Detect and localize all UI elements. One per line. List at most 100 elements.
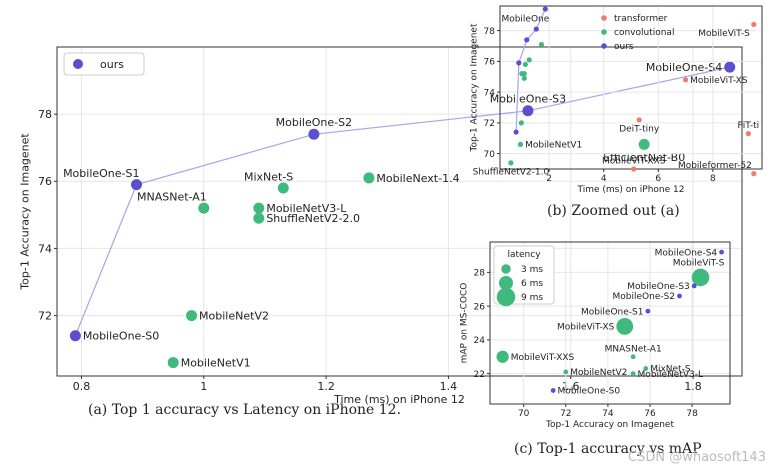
data-point-ours (308, 128, 320, 140)
data-point-transformer (682, 77, 689, 83)
data-point-convolutional (508, 160, 514, 166)
legend-label-ours: ours (100, 58, 124, 71)
legend-title: latency (507, 250, 541, 260)
x-tick-label: 76 (644, 409, 656, 419)
y-tick-label: 78 (484, 27, 496, 37)
point-label: MobileViT-XXS (602, 156, 666, 166)
x-tick-label: 8 (710, 174, 716, 184)
data-point-convolutional (253, 202, 265, 214)
point-label: MobileNetV2 (570, 368, 627, 378)
point-label: MobileOne-S0 (83, 330, 159, 343)
data-point-transformer (636, 117, 642, 123)
data-point-transformer (631, 166, 637, 172)
point-label: MobileViT-S (673, 259, 725, 269)
point-label: MobileOne-S4 (655, 248, 718, 258)
x-tick-label: 78 (686, 409, 698, 419)
point-label: MNASNet-A1 (605, 344, 662, 354)
point-label: Mobileformer-52 (678, 161, 752, 171)
y-tick-label: 22 (474, 370, 485, 380)
data-point-convolutional (253, 212, 265, 224)
x-tick-label: 1 (200, 380, 207, 393)
legend-size-label: 6 ms (521, 279, 543, 289)
plot-frame (499, 5, 763, 170)
legend-marker-transformer (601, 15, 607, 21)
data-point-ours (533, 26, 539, 32)
y-tick-label: 74 (38, 242, 52, 255)
data-point-convolutional (616, 317, 634, 335)
data-point-convolutional (630, 371, 636, 377)
point-label: MobileViT-S (698, 29, 750, 39)
data-point-convolutional (198, 202, 210, 214)
point-label: MobileViT-XS (690, 76, 748, 86)
data-point-convolutional (643, 366, 649, 371)
data-point-convolutional (167, 357, 179, 369)
point-label: MobileNetV2 (199, 309, 269, 322)
legend-size-marker (499, 276, 513, 290)
plot-frame (56, 46, 743, 377)
point-label: MobileOne-S3 (490, 92, 566, 105)
point-label: MobileNetV1 (525, 141, 582, 151)
data-point-convolutional (518, 120, 524, 126)
point-label: MobileOne-S2 (276, 116, 352, 129)
point-label: MNASNet-A1 (137, 191, 207, 204)
x-tick-label: 1.4 (440, 380, 458, 393)
legend-box (63, 52, 145, 76)
data-point-ours (550, 388, 556, 393)
legend-size-label: 9 ms (521, 293, 543, 303)
caption-c: (c) Top-1 accuracy vs mAP (514, 441, 702, 457)
data-point-convolutional (691, 268, 710, 287)
y-tick-label: 72 (38, 309, 52, 322)
legend-size-label: 3 ms (521, 265, 543, 275)
data-point-transformer (751, 21, 757, 28)
data-point-ours (542, 6, 548, 12)
data-point-convolutional (630, 354, 636, 360)
x-tick-label: 1.2 (317, 380, 335, 393)
x-tick-label: 6 (655, 174, 661, 184)
data-point-convolutional (521, 75, 527, 81)
watermark-text: CSDN @whaosoft143 (628, 450, 766, 465)
point-label: DeiT-tiny (619, 124, 660, 134)
point-label: ShuffleNetV2-2.0 (266, 212, 360, 225)
point-label: MobileNext-1.4 (376, 172, 459, 185)
x-tick-label: 2 (546, 174, 552, 184)
point-label: MobileOne-S1 (581, 307, 644, 317)
legend-marker-ours (601, 43, 607, 49)
data-point-transformer (745, 131, 751, 137)
x-tick-label: 0.8 (73, 380, 91, 393)
data-point-convolutional (538, 41, 545, 48)
data-point-ours (69, 330, 81, 342)
y-tick-label: 76 (484, 58, 496, 68)
point-label: MixNet-S (650, 365, 691, 375)
y-tick-label: 76 (38, 175, 52, 188)
data-point-convolutional (522, 61, 528, 68)
point-label: MobileOne-S3 (627, 282, 690, 292)
y-axis-label: Top-1 Accuracy on Imagenet (18, 133, 31, 291)
data-point-convolutional (363, 172, 375, 184)
caption-b: (b) Zoomed out (a) (547, 203, 680, 219)
point-label: MobileNetV3-L (266, 202, 347, 215)
data-point-ours (691, 283, 697, 289)
y-axis-label: mAP on MS-COCO (460, 283, 470, 364)
y-tick-label: 78 (38, 108, 52, 121)
data-point-ours (645, 308, 651, 314)
data-point-convolutional (638, 138, 650, 150)
data-point-ours (131, 179, 143, 191)
data-point-convolutional (526, 57, 532, 63)
y-tick-label: 70 (484, 150, 496, 160)
data-point-ours (524, 37, 530, 43)
data-point-convolutional (496, 350, 509, 363)
data-point-ours (513, 129, 519, 135)
y-tick-label: 24 (474, 336, 486, 346)
point-label: MobileNetV1 (181, 356, 251, 369)
data-point-ours (522, 105, 534, 117)
legend-label-transformer: transformer (614, 14, 668, 24)
x-tick-label: 72 (560, 409, 571, 419)
data-point-convolutional (277, 182, 289, 194)
legend-size-marker (501, 264, 511, 274)
legend-marker-ours (73, 59, 83, 69)
x-axis-label: Time (ms) on iPhone 12 (577, 185, 685, 195)
y-tick-label: 72 (484, 119, 495, 129)
plot-frame (489, 241, 731, 405)
data-point-transformer (751, 171, 757, 177)
